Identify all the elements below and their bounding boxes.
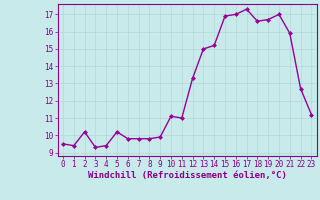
X-axis label: Windchill (Refroidissement éolien,°C): Windchill (Refroidissement éolien,°C) [88, 171, 287, 180]
